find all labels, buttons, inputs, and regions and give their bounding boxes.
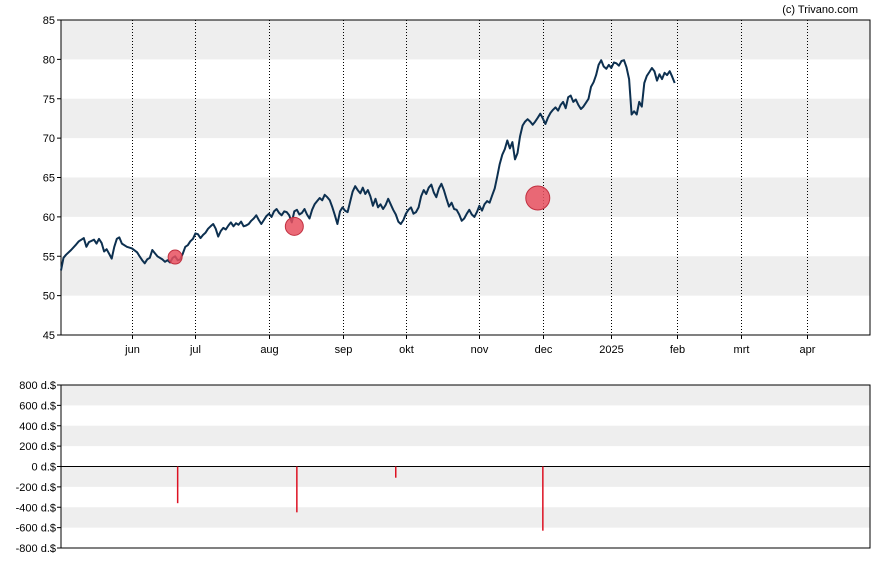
price-chart: 45 50 55 60 65 70 75 80 85 jun jul aug sep okt nov dec… <box>43 15 871 356</box>
volume-y-tick-label: -200 d.$ <box>16 482 56 494</box>
price-y-ticks: 45 50 55 60 65 70 75 80 85 <box>43 15 61 342</box>
price-y-tick-label: 55 <box>43 251 55 263</box>
volume-y-tick-label: 600 d.$ <box>19 400 56 412</box>
volume-y-tick-label: 0 d.$ <box>32 462 56 474</box>
price-marker <box>284 216 304 236</box>
price-markers <box>167 185 551 265</box>
price-bands <box>61 20 870 296</box>
month-label: 2025 <box>599 344 623 356</box>
price-y-tick-label: 85 <box>43 15 55 27</box>
price-band <box>61 20 870 60</box>
price-y-tick-label: 70 <box>43 133 55 145</box>
volume-y-tick-label: -600 d.$ <box>16 523 56 535</box>
month-label: aug <box>260 344 278 356</box>
month-label: apr <box>800 344 816 356</box>
price-band <box>61 256 870 296</box>
price-y-tick-label: 60 <box>43 212 55 224</box>
volume-chart: 800 d.$ 600 d.$ 400 d.$ 200 d.$ 0 d.$ -200 d.… <box>16 380 871 555</box>
month-label: jun <box>124 344 140 356</box>
price-y-tick-label: 80 <box>43 54 55 66</box>
price-marker <box>167 249 183 265</box>
volume-y-ticks: 800 d.$ 600 d.$ 400 d.$ 200 d.$ 0 d.$ -200 d.… <box>16 380 61 555</box>
volume-y-tick-label: 800 d.$ <box>19 380 56 392</box>
volume-bar <box>542 466 544 531</box>
price-band <box>61 98 870 139</box>
volume-y-tick-label: -800 d.$ <box>16 543 56 555</box>
volume-bar <box>395 466 397 478</box>
price-y-tick-label: 50 <box>43 291 55 303</box>
price-marker <box>525 185 551 211</box>
price-band <box>61 177 870 217</box>
credit-text: (c) Trivano.com <box>782 4 858 16</box>
volume-bar <box>176 466 179 504</box>
price-y-tick-label: 45 <box>43 330 55 342</box>
month-label: okt <box>399 344 414 356</box>
volume-band <box>61 507 870 528</box>
volume-band <box>61 385 870 406</box>
volume-y-tick-label: -400 d.$ <box>16 502 56 514</box>
price-series-line <box>60 59 676 271</box>
volume-band <box>61 466 870 487</box>
volume-bars <box>176 466 544 531</box>
month-label: dec <box>535 344 553 356</box>
volume-bands <box>61 385 870 528</box>
volume-y-tick-label: 200 d.$ <box>19 441 56 453</box>
price-y-tick-label: 75 <box>43 94 55 106</box>
volume-y-tick-label: 400 d.$ <box>19 421 56 433</box>
price-y-tick-label: 65 <box>43 173 55 185</box>
month-label: jul <box>189 344 201 356</box>
month-label: nov <box>471 344 489 356</box>
volume-band <box>61 425 870 447</box>
month-label: sep <box>335 344 353 356</box>
volume-bar <box>296 466 298 513</box>
month-label: feb <box>670 344 685 356</box>
month-label: mrt <box>734 344 750 356</box>
month-labels: jun jul aug sep okt nov dec 2025 feb mrt apr <box>124 335 816 356</box>
